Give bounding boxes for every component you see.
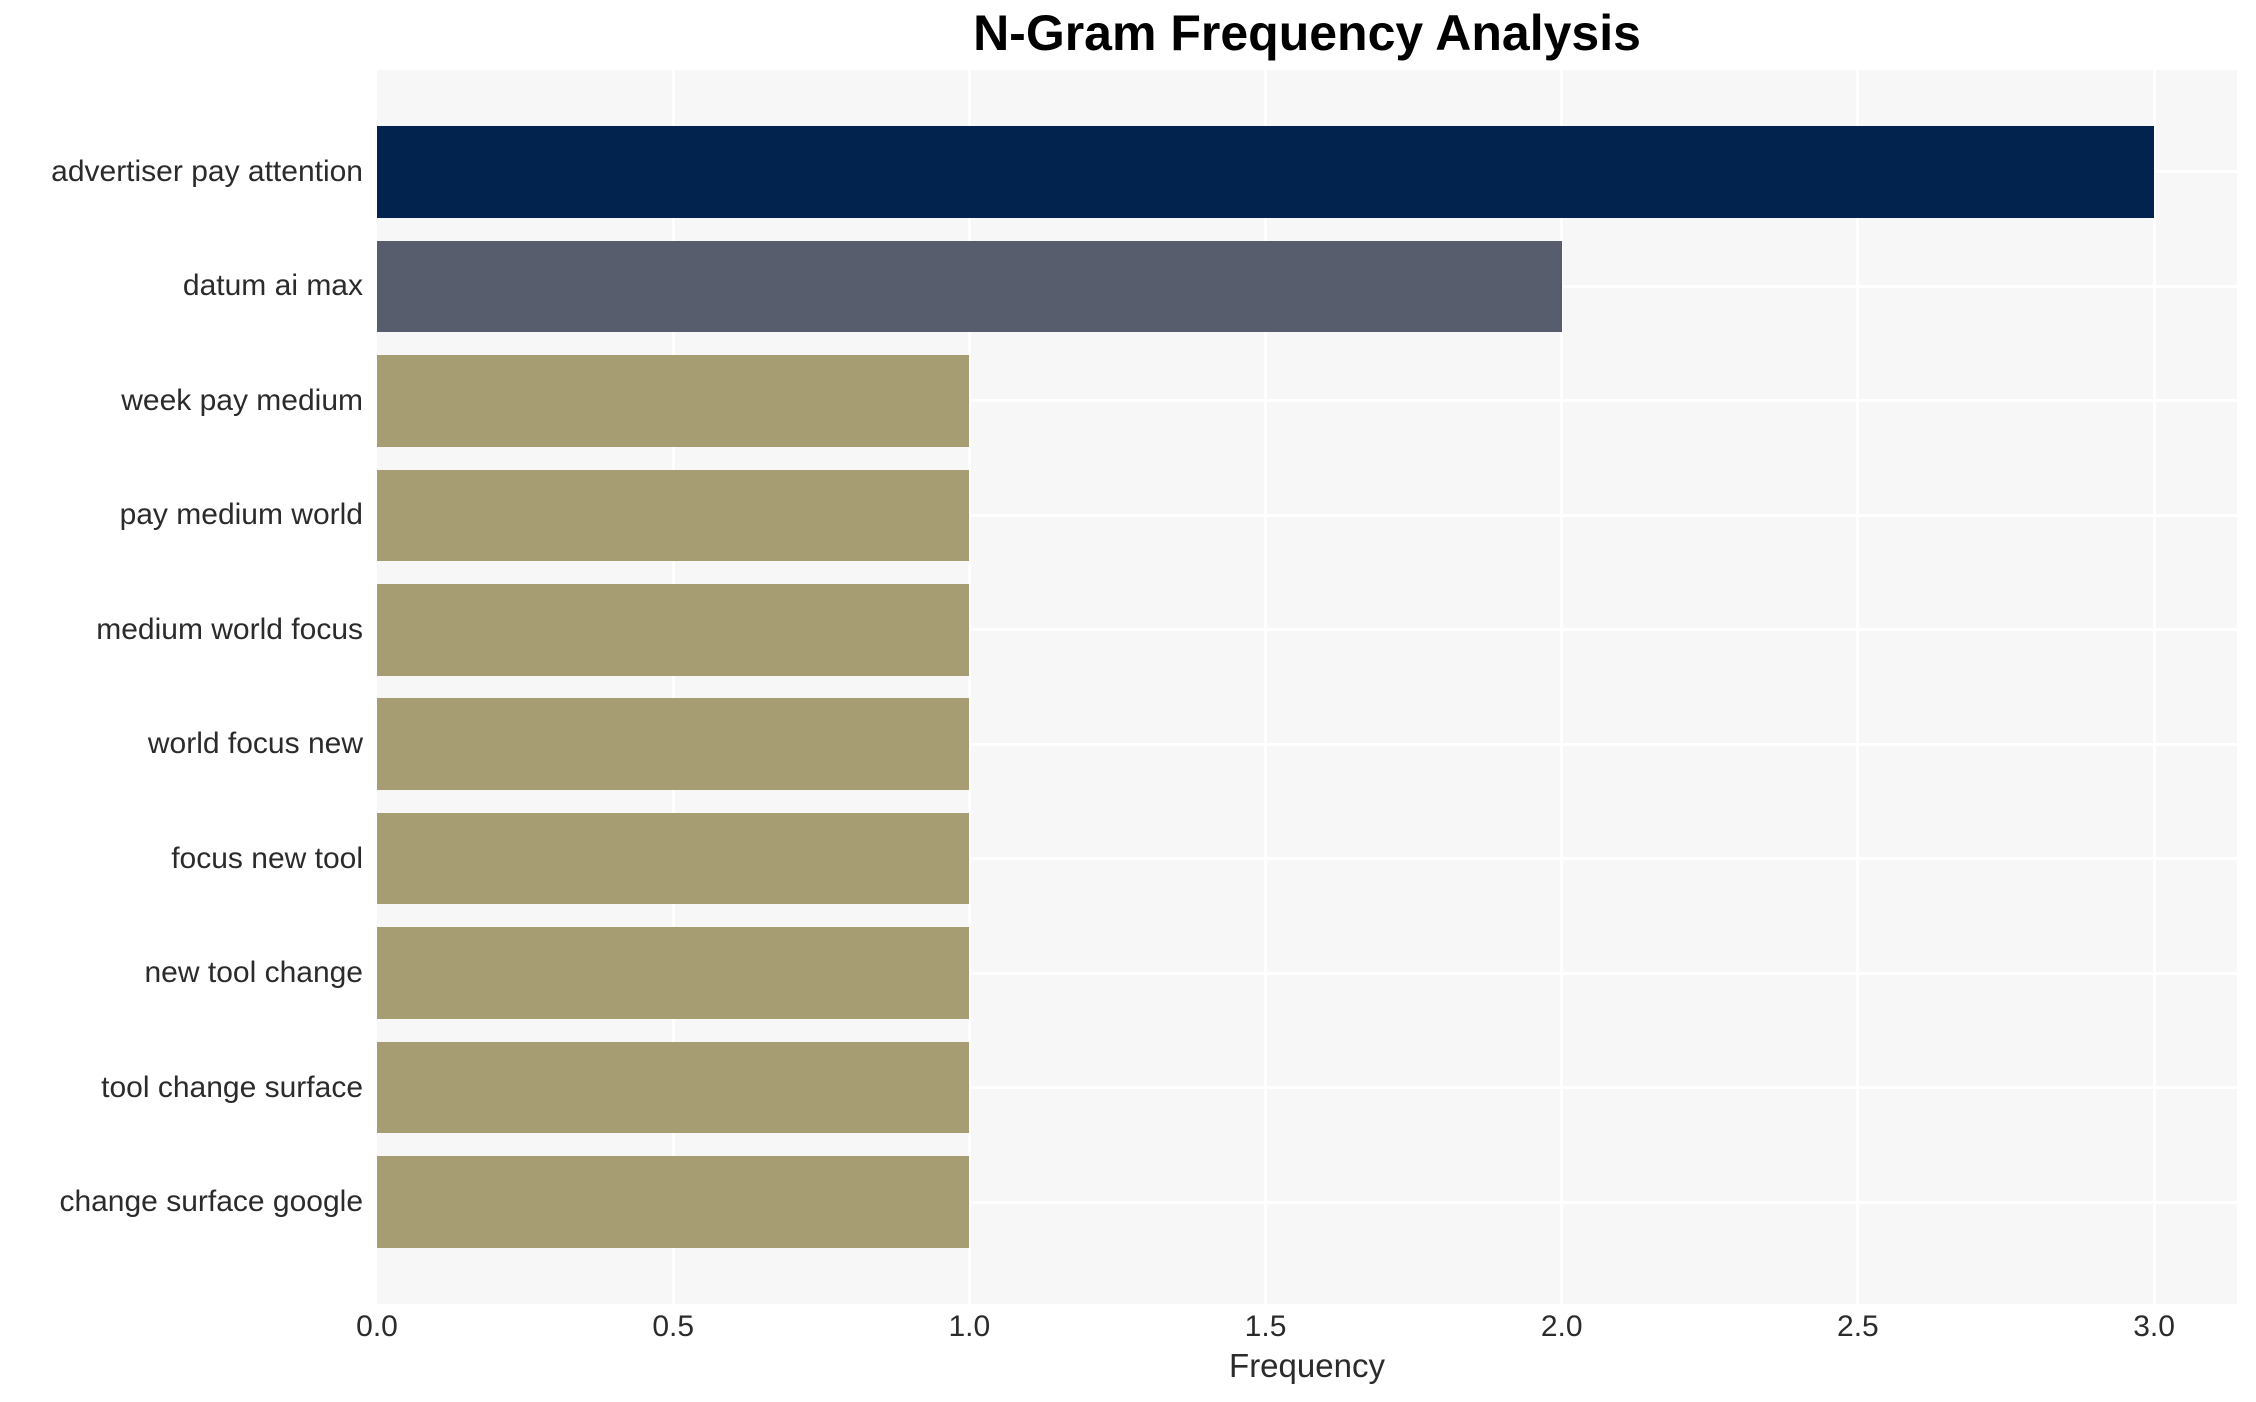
bar-new-tool-change <box>377 927 970 1019</box>
y-tick-label: new tool change <box>144 956 364 990</box>
y-tick-label: advertiser pay attention <box>51 154 363 188</box>
y-tick-label: datum ai max <box>182 269 363 303</box>
horizontal-gridline <box>377 971 2237 975</box>
y-tick-label: change surface google <box>59 1185 363 1219</box>
horizontal-gridline <box>377 857 2237 861</box>
y-axis-labels: advertiser pay attention datum ai max week… <box>0 70 363 1304</box>
bar-world-focus-new <box>377 698 970 790</box>
y-tick-label: focus new tool <box>171 841 363 875</box>
x-tick-label: 2.5 <box>1837 1310 1879 1343</box>
horizontal-gridline <box>377 628 2237 632</box>
vertical-gridline <box>967 70 971 1304</box>
horizontal-gridline <box>377 399 2237 403</box>
bar-datum-ai-max <box>377 240 1562 333</box>
x-tick-label: 1.5 <box>1244 1310 1287 1343</box>
bar-week-pay-medium <box>377 355 970 447</box>
plot-area <box>377 70 2237 1304</box>
x-tick-label: 0.0 <box>356 1310 398 1343</box>
vertical-gridline <box>671 70 675 1304</box>
horizontal-gridline <box>377 742 2237 746</box>
horizontal-gridline <box>377 1200 2237 1204</box>
x-tick-label: 2.0 <box>1540 1310 1583 1343</box>
x-axis-title: Frequency <box>1229 1347 1385 1384</box>
x-tick-label: 0.5 <box>652 1310 695 1343</box>
y-tick-label: world focus new <box>147 727 363 761</box>
y-tick-label: tool change surface <box>101 1070 363 1104</box>
bar-tool-change-surface <box>377 1041 970 1134</box>
bar-medium-world-focus <box>377 583 970 676</box>
bar-focus-new-tool <box>377 812 970 905</box>
vertical-gridline <box>2152 70 2156 1304</box>
chart-title: N-Gram Frequency Analysis <box>973 5 1641 61</box>
x-tick-label: 1.0 <box>948 1310 991 1343</box>
y-tick-label: week pay medium <box>121 383 363 417</box>
x-axis-tick-labels: 0.0 0.5 1.0 1.5 2.0 2.5 3.0 <box>0 1307 2256 1347</box>
horizontal-gridline <box>377 1086 2237 1090</box>
bar-change-surface-google <box>377 1156 970 1248</box>
horizontal-gridline <box>377 513 2237 517</box>
vertical-gridline <box>1856 70 1860 1304</box>
bar-pay-medium-world <box>377 469 970 562</box>
y-tick-label: pay medium world <box>119 498 363 532</box>
x-tick-label: 3.0 <box>2133 1310 2175 1343</box>
y-tick-label: medium world focus <box>96 612 363 646</box>
vertical-gridline <box>1560 70 1564 1304</box>
vertical-gridline <box>1264 70 1268 1304</box>
bar-advertiser-pay-attention <box>377 126 2155 218</box>
